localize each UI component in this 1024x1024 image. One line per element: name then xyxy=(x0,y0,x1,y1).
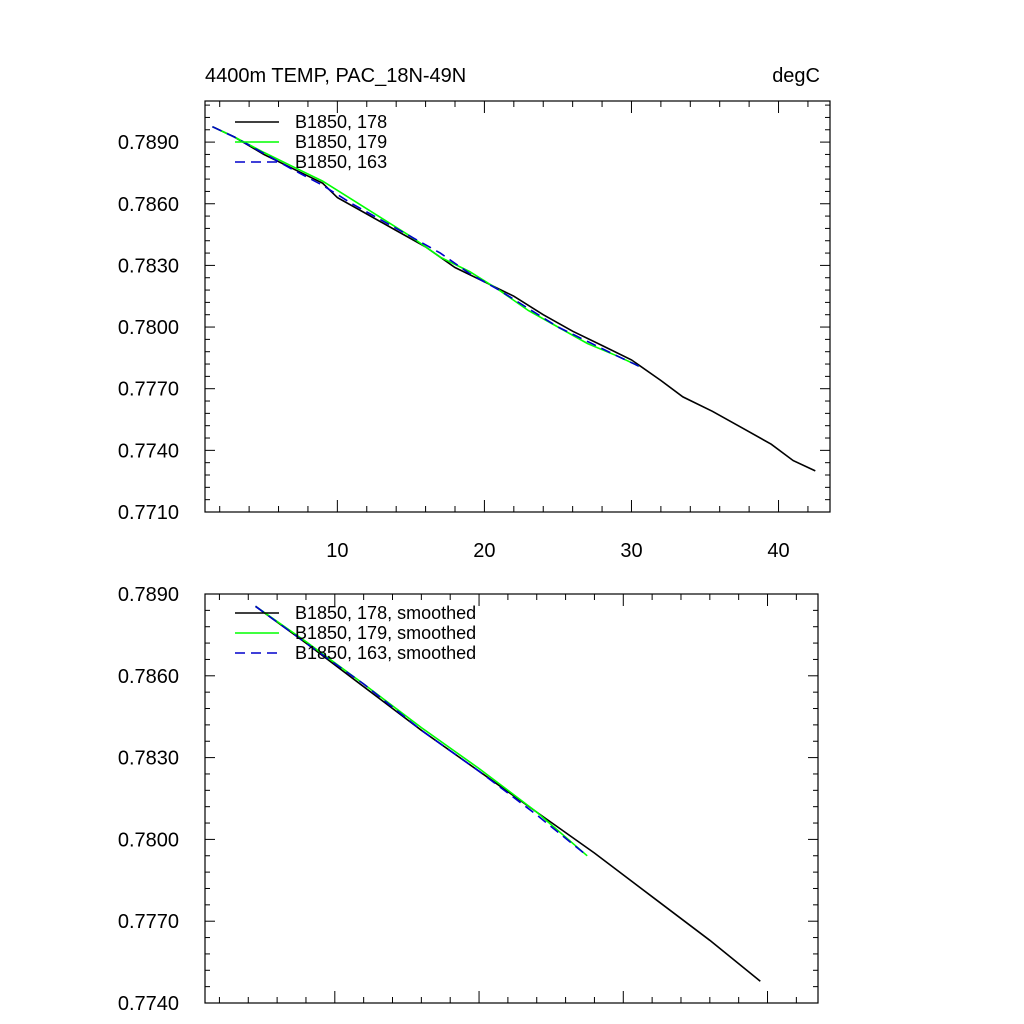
y-tick-label: 0.7860 xyxy=(118,666,179,688)
panel-units: degC xyxy=(772,65,820,87)
y-tick-label: 0.7830 xyxy=(118,748,179,770)
series-lines xyxy=(255,605,761,982)
series-line-1 xyxy=(212,125,640,367)
plot-frame xyxy=(204,593,819,1004)
x-tick-label: 10 xyxy=(326,540,348,562)
legend-label: B1850, 178 xyxy=(295,112,387,132)
plot-frame xyxy=(204,100,831,513)
x-tick-label: 30 xyxy=(620,540,642,562)
legend-label: B1850, 179 xyxy=(295,132,387,152)
y-tick-label: 0.7890 xyxy=(118,132,179,154)
y-tick-label: 0.7740 xyxy=(118,440,179,462)
y-tick-label: 0.7860 xyxy=(118,194,179,216)
series-line-1 xyxy=(255,605,588,857)
series-line-2 xyxy=(212,125,640,367)
y-tick-label: 0.7740 xyxy=(118,993,179,1015)
y-tick-label: 0.7770 xyxy=(118,911,179,933)
x-tick-label: 20 xyxy=(473,540,495,562)
x-axis: 10 20 30 40 xyxy=(219,101,809,562)
legend-label: B1850, 179, smoothed xyxy=(295,623,476,643)
series-line-0 xyxy=(212,125,816,472)
legend-label: B1850, 178, smoothed xyxy=(295,603,476,623)
y-tick-label: 0.7830 xyxy=(118,255,179,277)
series-lines xyxy=(212,125,816,472)
top-panel: 4400m TEMP, PAC_18N-49N degC 0.7710 0.774… xyxy=(118,65,831,562)
series-line-0 xyxy=(255,605,761,982)
panel-title: 4400m TEMP, PAC_18N-49N xyxy=(205,65,466,87)
x-tick-label: 40 xyxy=(767,540,789,562)
x-axis xyxy=(218,594,797,1003)
legend-label: B1850, 163, smoothed xyxy=(295,643,476,663)
y-tick-label: 0.7800 xyxy=(118,829,179,851)
bottom-panel: 0.7740 0.7770 0.7800 0.7830 0.7860 0.7890 B18… xyxy=(118,584,819,1015)
y-axis: 0.7740 0.7770 0.7800 0.7830 0.7860 0.7890 xyxy=(118,584,818,1015)
y-tick-label: 0.7800 xyxy=(118,317,179,339)
y-tick-label: 0.7770 xyxy=(118,379,179,401)
y-tick-label: 0.7710 xyxy=(118,502,179,524)
legend-label: B1850, 163 xyxy=(295,152,387,172)
y-axis: 0.7710 0.7740 0.7770 0.7800 0.7830 0.7860 0.78… xyxy=(118,104,830,524)
y-tick-label: 0.7890 xyxy=(118,584,179,606)
